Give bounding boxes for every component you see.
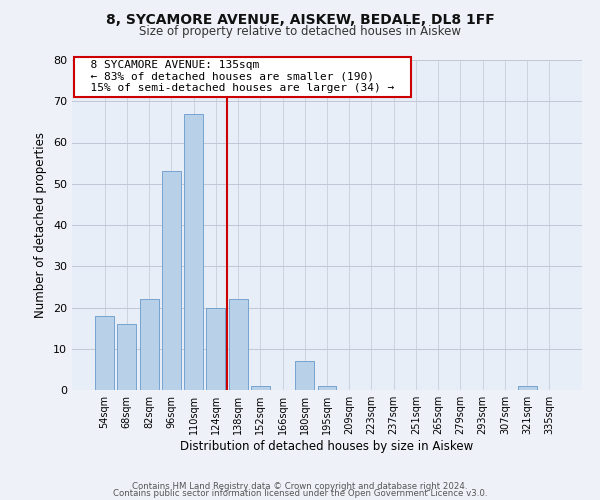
Bar: [295, 361, 314, 390]
X-axis label: Distribution of detached houses by size in Aiskew: Distribution of detached houses by size …: [181, 440, 473, 453]
Bar: [206, 308, 225, 390]
Bar: [317, 386, 337, 390]
Bar: [518, 386, 536, 390]
Y-axis label: Number of detached properties: Number of detached properties: [34, 132, 47, 318]
Text: 8, SYCAMORE AVENUE, AISKEW, BEDALE, DL8 1FF: 8, SYCAMORE AVENUE, AISKEW, BEDALE, DL8 …: [106, 12, 494, 26]
Bar: [184, 114, 203, 390]
Text: Contains HM Land Registry data © Crown copyright and database right 2024.: Contains HM Land Registry data © Crown c…: [132, 482, 468, 491]
Bar: [251, 386, 270, 390]
Text: 8 SYCAMORE AVENUE: 135sqm
  ← 83% of detached houses are smaller (190)
  15% of : 8 SYCAMORE AVENUE: 135sqm ← 83% of detac…: [77, 60, 408, 93]
Text: Contains public sector information licensed under the Open Government Licence v3: Contains public sector information licen…: [113, 490, 487, 498]
Bar: [95, 316, 114, 390]
Bar: [162, 172, 181, 390]
Text: Size of property relative to detached houses in Aiskew: Size of property relative to detached ho…: [139, 25, 461, 38]
Bar: [229, 299, 248, 390]
Bar: [140, 299, 158, 390]
Bar: [118, 324, 136, 390]
